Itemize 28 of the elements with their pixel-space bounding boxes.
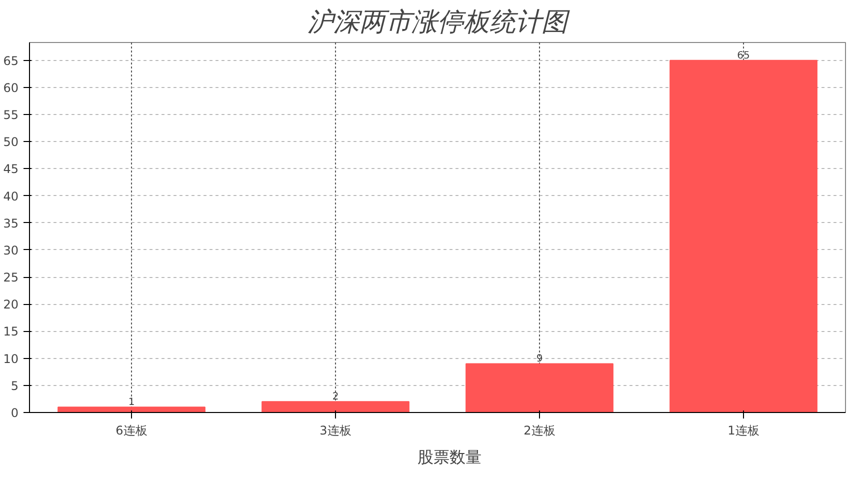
x-tick-label: 2连板 [524, 424, 556, 438]
data-label: 65 [737, 50, 750, 62]
y-tick-label: 45 [3, 162, 19, 176]
y-tick-label: 20 [3, 298, 19, 312]
text: 股票数量 [418, 448, 482, 468]
x-tick-label: 1连板 [728, 424, 760, 438]
y-tick-label: 25 [3, 270, 19, 285]
data-label: 1 [128, 397, 135, 408]
y-tick-label: 40 [3, 189, 19, 204]
data-label: 9 [536, 354, 543, 365]
chart-title: 沪深两市涨停板统计图 [308, 8, 570, 38]
y-tick-label: 60 [3, 80, 19, 95]
y-tick-label: 10 [3, 352, 19, 366]
y-tick-label: 55 [3, 108, 19, 122]
bar [670, 60, 818, 412]
bar [58, 406, 206, 412]
bar [466, 363, 614, 412]
data-label: 2 [332, 392, 339, 403]
y-tick-label: 5 [10, 378, 19, 393]
x-tick-label: 3连板 [320, 424, 352, 438]
y-tick-label: 65 [3, 54, 19, 68]
y-tick-label: 50 [3, 135, 19, 150]
bar [262, 401, 410, 412]
y-tick-label: 30 [3, 243, 19, 258]
x-tick-label: 6连板 [116, 424, 148, 438]
y-tick-label: 35 [3, 216, 19, 230]
y-tick-label: 15 [3, 324, 19, 339]
y-tick-label: 0 [10, 406, 19, 420]
